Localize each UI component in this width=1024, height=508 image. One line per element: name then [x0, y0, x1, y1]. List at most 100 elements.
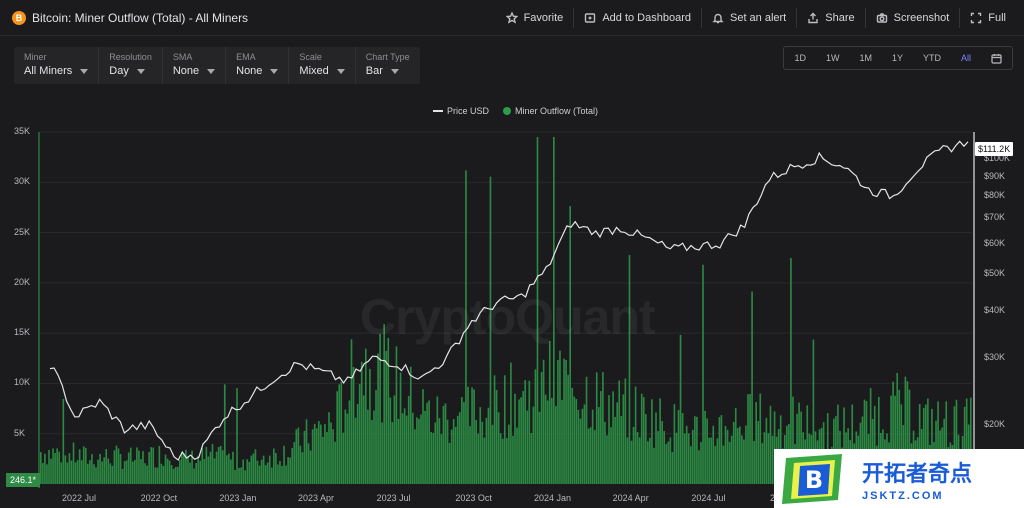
miner-select-value: All Miners — [24, 65, 73, 77]
outflow-bar — [493, 375, 496, 484]
range-1w[interactable]: 1W — [825, 53, 840, 63]
date-picker-button[interactable] — [981, 47, 1012, 69]
outflow-bar — [863, 399, 866, 484]
outflow-bar — [489, 176, 492, 484]
sma-select[interactable]: SMA None — [163, 47, 227, 84]
set-alert-button[interactable]: Set an alert — [700, 8, 796, 28]
outflow-bar — [526, 410, 529, 484]
outflow-bar — [759, 393, 762, 484]
outflow-bar — [156, 467, 159, 484]
outflow-bar — [356, 403, 359, 484]
outflow-bar — [755, 402, 757, 484]
outflow-bar — [160, 463, 163, 484]
share-icon — [808, 12, 818, 24]
outflow-bar — [395, 346, 398, 484]
outflow-bar — [50, 458, 52, 484]
outflow-bar — [146, 465, 148, 484]
x-axis-tick: 2023 Apr — [298, 493, 335, 503]
share-button[interactable]: Share — [796, 8, 864, 28]
miner-select[interactable]: Miner All Miners — [14, 47, 100, 84]
outflow-bar — [555, 406, 557, 484]
outflow-bar — [162, 465, 165, 484]
outflow-bar — [350, 339, 353, 484]
outflow-bar — [322, 436, 324, 484]
chart-type-select-value: Bar — [365, 65, 383, 77]
x-axis-tick: 2023 Jul — [376, 493, 411, 503]
outflow-bar — [397, 418, 400, 484]
add-to-dashboard-button[interactable]: Add to Dashboard — [573, 8, 701, 28]
range-selector: 1D 1W 1M 1Y YTD All — [783, 46, 1013, 70]
outflow-legend-label[interactable]: Miner Outflow (Total) — [515, 106, 599, 116]
outflow-bar — [450, 429, 453, 484]
favorite-button[interactable]: Favorite — [496, 8, 574, 28]
outflow-bar — [293, 442, 296, 484]
range-ytd[interactable]: YTD — [922, 53, 941, 63]
outflow-bar — [291, 448, 294, 484]
outflow-bar — [107, 458, 110, 484]
outflow-bar — [205, 447, 208, 484]
resolution-select[interactable]: Resolution Day — [99, 47, 163, 84]
outflow-bar — [747, 394, 749, 484]
range-1y[interactable]: 1Y — [891, 53, 903, 63]
fullscreen-icon — [971, 12, 982, 24]
outflow-bar — [246, 459, 249, 484]
outflow-bar — [522, 391, 524, 484]
outflow-bar — [904, 376, 907, 484]
header-actions: Favorite Add to Dashboard Set an alert S… — [496, 0, 1016, 36]
outflow-bar — [103, 457, 105, 484]
watermark: CryptoQuant — [360, 289, 656, 345]
outflow-bar — [438, 418, 441, 484]
y-axis-tick: 5K — [14, 427, 26, 438]
outflow-bar — [630, 440, 633, 484]
outflow-bar — [869, 387, 872, 484]
outflow-bar — [342, 432, 345, 484]
outflow-bar — [211, 444, 214, 484]
outflow-bar — [546, 400, 549, 484]
outflow-bar — [117, 448, 120, 484]
outflow-bar — [706, 418, 708, 484]
outflow-bar — [442, 405, 445, 484]
outflow-bar — [757, 421, 760, 484]
ema-select-label: EMA — [236, 52, 256, 62]
outflow-bar — [900, 404, 903, 484]
outflow-bar — [634, 386, 637, 484]
outflow-bar — [616, 402, 619, 484]
chart-type-select[interactable]: Chart Type Bar — [356, 47, 420, 84]
outflow-bar — [965, 398, 968, 484]
outflow-bar — [671, 452, 674, 484]
outflow-bar — [602, 372, 604, 484]
ema-select[interactable]: EMA None — [226, 47, 290, 84]
outflow-bar — [473, 389, 475, 484]
outflow-bar — [336, 391, 338, 484]
promo-badge[interactable]: B 开拓者奇点 JSKTZ.COM — [774, 449, 1024, 508]
outflow-bar — [471, 387, 473, 484]
outflow-bar — [436, 396, 439, 484]
y-axis-tick: 35K — [14, 126, 31, 136]
range-1d[interactable]: 1D — [794, 53, 806, 63]
outflow-bar — [289, 457, 291, 484]
price-legend-label[interactable]: Price USD — [447, 106, 490, 116]
outflow-bar — [87, 463, 89, 484]
screenshot-button[interactable]: Screenshot — [864, 8, 960, 28]
outflow-bar — [557, 360, 559, 484]
outflow-bar — [806, 405, 809, 484]
outflow-bar — [712, 425, 715, 484]
range-all[interactable]: All — [960, 53, 971, 63]
scale-select[interactable]: Scale Mixed — [289, 47, 356, 84]
range-1m[interactable]: 1M — [859, 53, 872, 63]
outflow-bar — [483, 437, 486, 484]
outflow-bar — [704, 410, 706, 484]
outflow-bar — [80, 460, 83, 484]
outflow-bar — [736, 428, 739, 484]
outflow-bar — [524, 380, 527, 484]
outflow-bar — [422, 389, 424, 484]
outflow-bar — [969, 397, 972, 484]
x-axis-tick: 2024 Jan — [534, 493, 572, 503]
outflow-bar — [307, 443, 310, 484]
outflow-bar — [444, 403, 447, 484]
outflow-bar — [649, 437, 651, 484]
outflow-bar — [232, 451, 234, 484]
fullscreen-button[interactable]: Full — [959, 8, 1016, 28]
outflow-bar — [532, 406, 535, 484]
outflow-bar — [217, 447, 220, 484]
